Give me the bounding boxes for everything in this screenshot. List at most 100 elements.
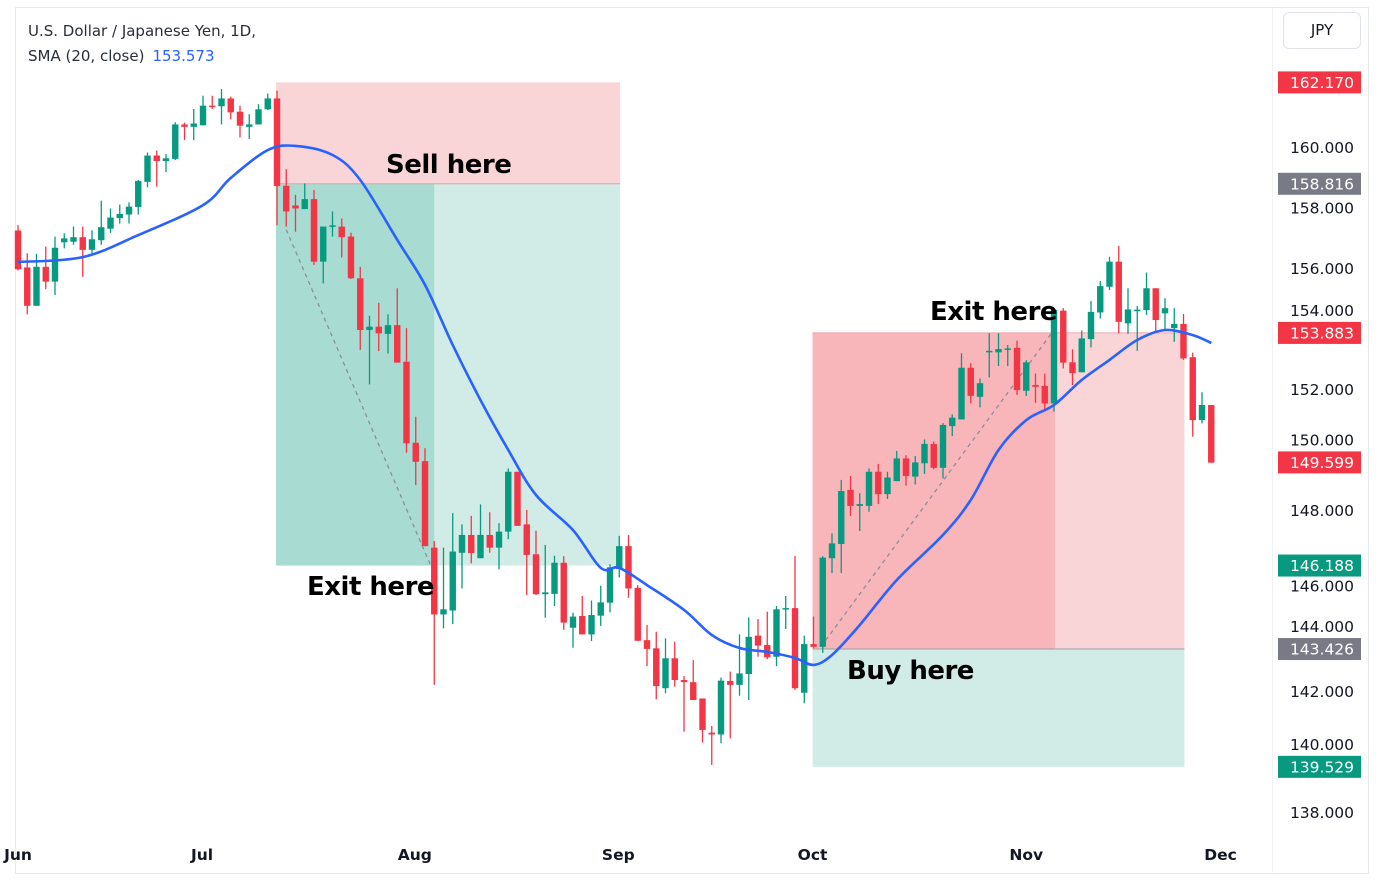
- price-tick-label: 144.000: [1290, 618, 1354, 636]
- indicator-legend[interactable]: SMA (20, close) 153.573: [28, 44, 256, 69]
- candle-body: [523, 524, 530, 555]
- candle-body: [209, 105, 216, 108]
- short-trade-dashed-line: [285, 229, 432, 566]
- candle: [495, 523, 503, 570]
- candle: [468, 515, 475, 564]
- candle-body: [912, 462, 919, 477]
- candle: [88, 230, 96, 254]
- candle: [699, 698, 706, 743]
- candle-body: [310, 199, 318, 262]
- candle: [477, 504, 484, 559]
- price-label: 143.426: [1278, 638, 1361, 661]
- candle: [995, 333, 1002, 366]
- price-label-bg: [1278, 321, 1361, 344]
- position-boxes: [276, 82, 1185, 767]
- candle: [865, 468, 873, 512]
- price-tick-label: 158.000: [1290, 199, 1354, 217]
- price-label: 153.883: [1278, 321, 1361, 344]
- candle-body: [1050, 310, 1058, 404]
- candle: [680, 676, 688, 732]
- price-label-bg: [1278, 451, 1361, 474]
- candle-body: [107, 217, 114, 229]
- candle: [412, 416, 419, 486]
- candle-body: [14, 230, 22, 270]
- candle-body: [579, 615, 586, 635]
- candle: [347, 232, 355, 279]
- candle: [135, 180, 142, 215]
- time-axis-ticks: Jun Jul Aug Sep Oct Nov Dec: [3, 846, 1237, 864]
- candle-body: [1041, 385, 1048, 404]
- candle: [403, 328, 410, 453]
- price-axis-separator: [1272, 7, 1273, 874]
- candle-body: [838, 491, 845, 545]
- candle-body: [505, 471, 512, 532]
- candle-body: [884, 477, 891, 495]
- candle-body: [384, 325, 392, 334]
- candle-body: [88, 239, 96, 250]
- time-tick-label: Nov: [1009, 846, 1043, 864]
- time-tick-label: Aug: [398, 846, 432, 864]
- candle-body: [181, 124, 188, 127]
- candle-body: [1087, 311, 1095, 340]
- candle-body: [810, 644, 817, 647]
- price-label-bg: [1278, 554, 1361, 577]
- candle-body: [1023, 362, 1030, 391]
- candle-body: [347, 236, 355, 279]
- candle: [884, 471, 891, 499]
- long-stop-zone: [812, 649, 1185, 767]
- price-label: 158.816: [1278, 172, 1361, 195]
- candle-body: [1208, 404, 1215, 463]
- candle-body: [560, 562, 567, 623]
- candle-body: [477, 534, 484, 559]
- candle: [1161, 298, 1169, 330]
- candle: [930, 441, 937, 470]
- candle-body: [976, 383, 984, 397]
- candle-body: [856, 504, 863, 506]
- price-axis-ticks: 138.000 140.000 142.000 144.000 146.000 148.0…: [1290, 139, 1354, 822]
- currency-button[interactable]: JPY: [1283, 12, 1361, 49]
- candle-body: [690, 682, 697, 700]
- chart-frame: [15, 7, 1369, 874]
- candle-body: [403, 361, 410, 444]
- candle: [828, 533, 836, 574]
- candle: [153, 150, 160, 187]
- annotation-exit-long: Exit here: [930, 297, 1058, 327]
- candle-body: [893, 458, 900, 482]
- candle-body: [1198, 404, 1206, 421]
- candle-body: [606, 567, 614, 603]
- candle-body: [588, 615, 595, 635]
- candle-body: [431, 547, 438, 615]
- candle: [301, 183, 308, 210]
- candle-body: [958, 367, 965, 420]
- candle: [440, 547, 447, 629]
- candle-body: [79, 237, 86, 250]
- candle-body: [236, 111, 244, 126]
- candle-body: [42, 266, 49, 282]
- symbol-title: U.S. Dollar / Japanese Yen, 1D,: [28, 22, 256, 40]
- candle: [209, 95, 216, 110]
- price-axis-labels: 162.170 158.816 153.883 149.599 146.188 143.4…: [1278, 71, 1361, 778]
- candle-body: [671, 658, 678, 681]
- candle-body: [754, 635, 762, 646]
- candle: [1106, 256, 1113, 291]
- candle-body: [246, 124, 253, 127]
- candle-body: [532, 554, 540, 595]
- candle: [551, 555, 558, 606]
- candle: [967, 363, 974, 404]
- candle: [1060, 308, 1067, 369]
- candles: [14, 89, 1215, 765]
- candle-body: [458, 534, 466, 553]
- candle-body: [70, 237, 77, 242]
- candle-body: [708, 732, 715, 735]
- candle-body: [357, 278, 364, 330]
- candle: [717, 677, 725, 744]
- candle-body: [1152, 288, 1159, 321]
- candle-body: [949, 417, 956, 427]
- candle-body: [421, 461, 429, 547]
- price-tick-label: 138.000: [1290, 804, 1354, 822]
- candle: [172, 122, 179, 161]
- candle-body: [1060, 310, 1067, 363]
- candle-body: [486, 534, 493, 548]
- candle-body: [320, 226, 327, 262]
